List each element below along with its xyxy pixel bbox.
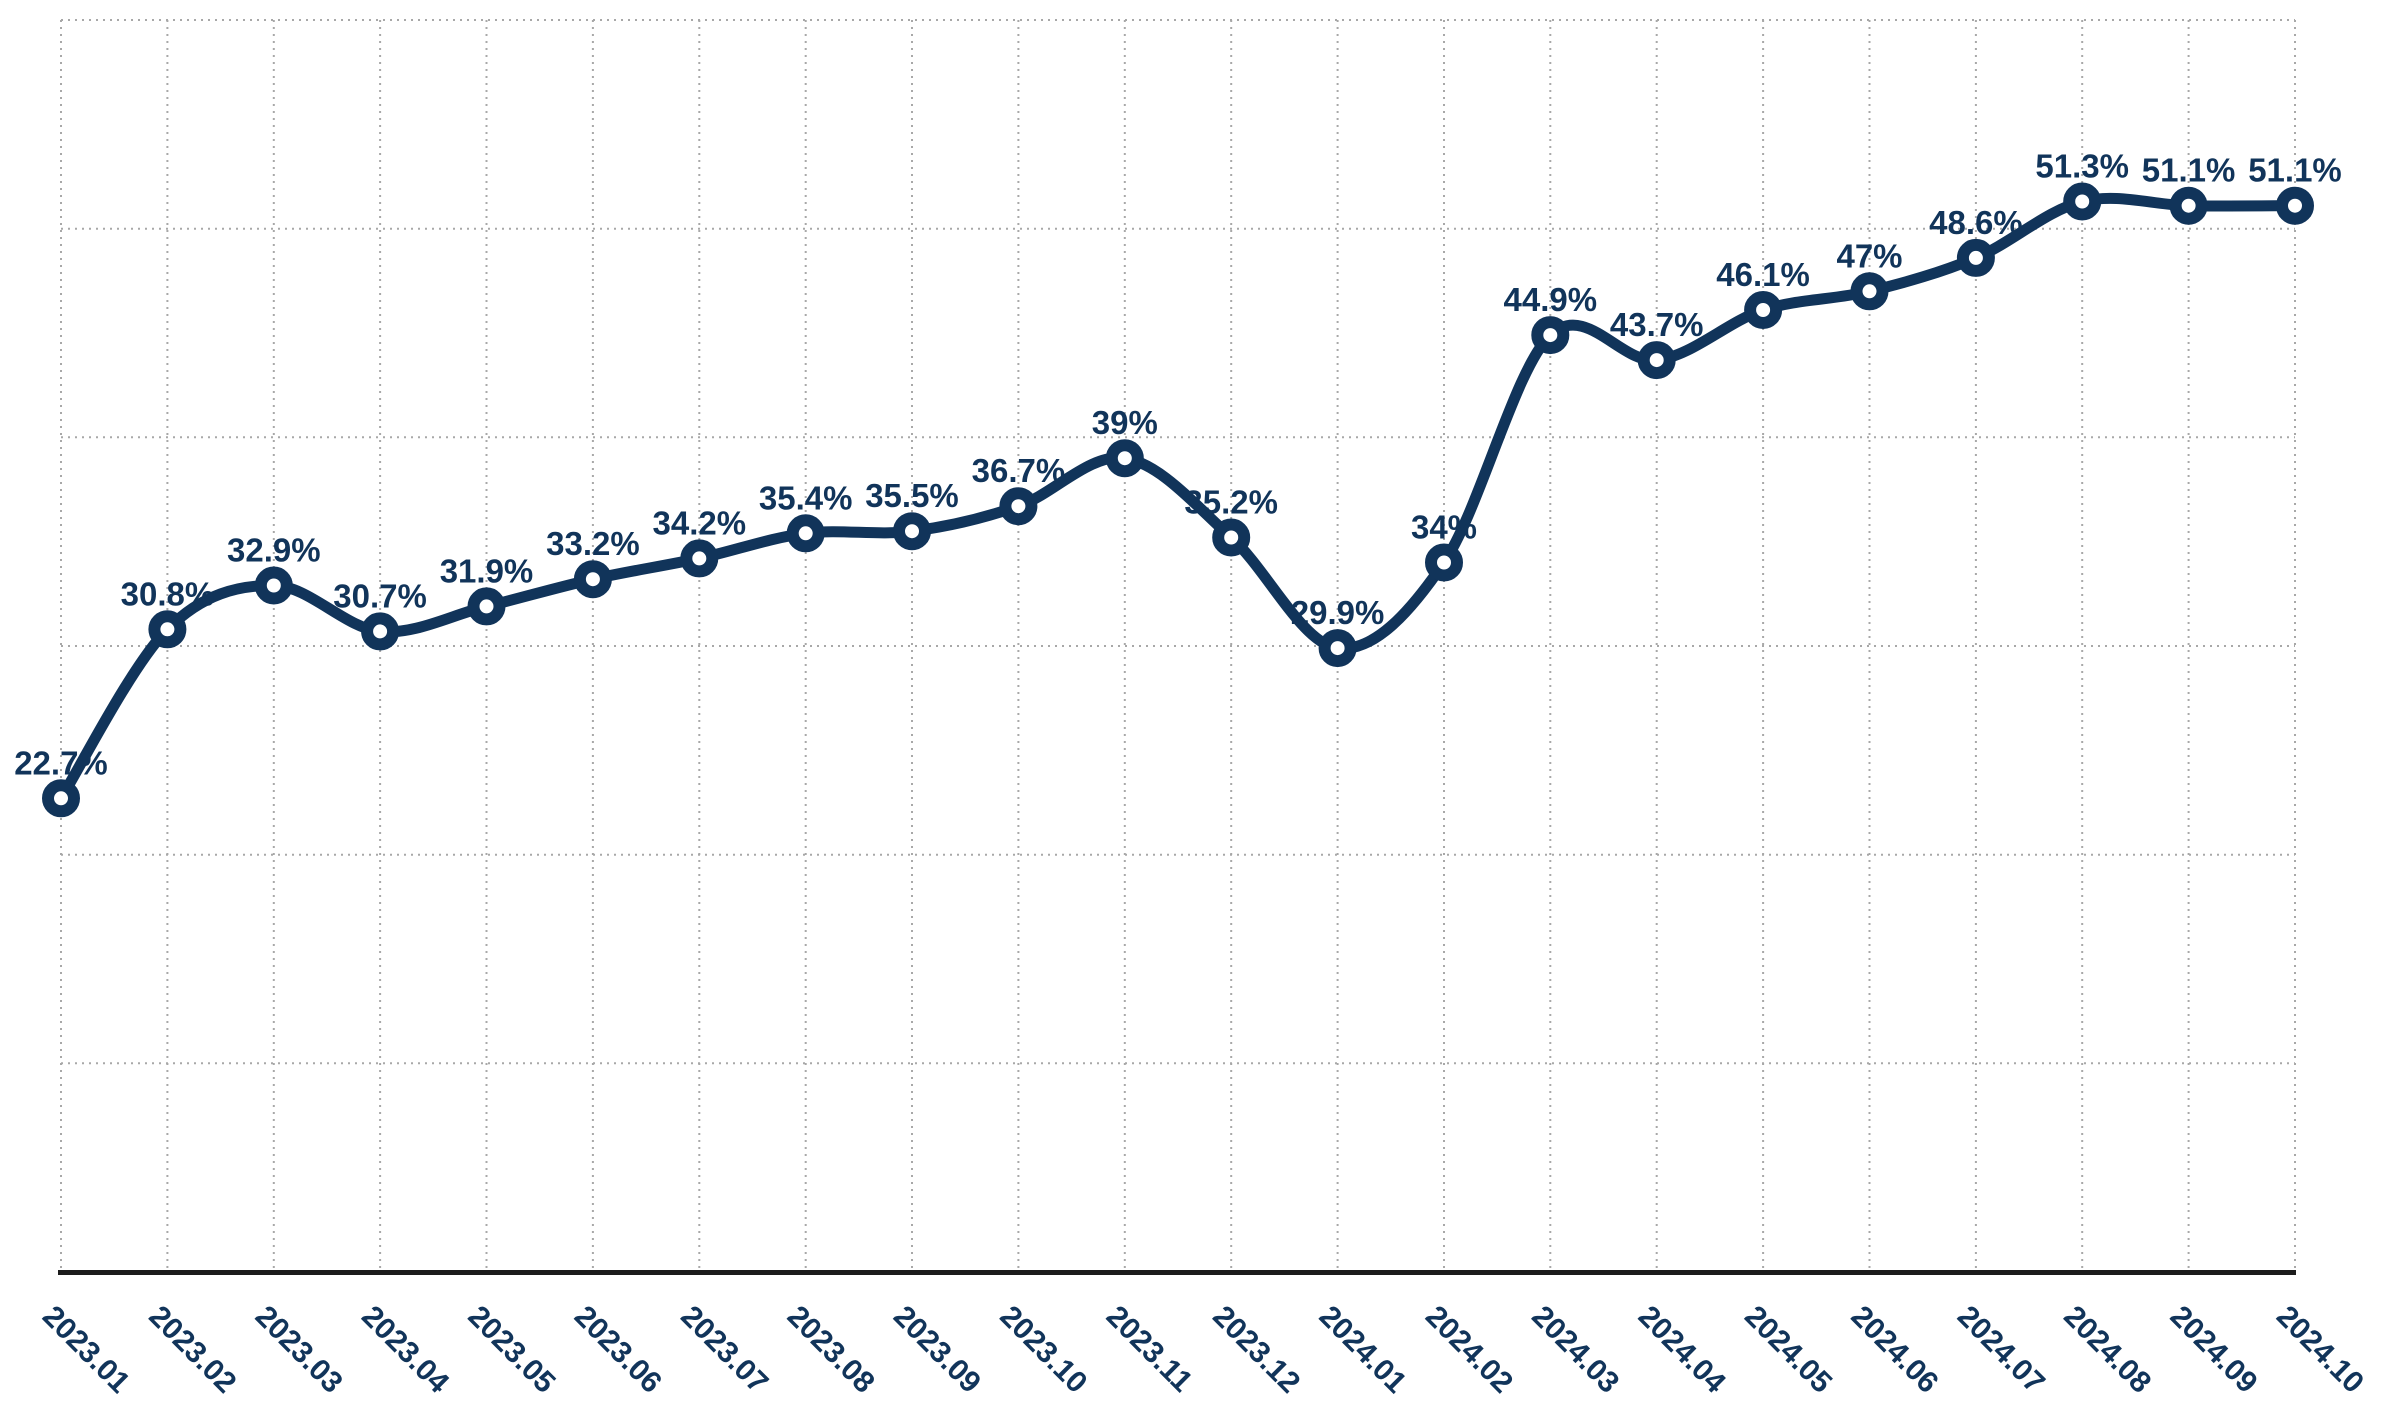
data-point-marker	[1637, 341, 1676, 380]
data-point-label: 30.7%	[333, 577, 427, 614]
data-point-marker	[1850, 272, 1889, 311]
data-points	[42, 182, 2314, 818]
data-point-marker	[1212, 518, 1251, 557]
data-point-label: 33.2%	[546, 525, 640, 562]
data-point-marker	[1425, 543, 1463, 582]
data-point-marker	[148, 610, 187, 649]
x-tick-label: 2023.06	[568, 1300, 668, 1400]
data-point-marker	[1318, 629, 1357, 668]
x-tick-label: 2024.06	[1845, 1300, 1945, 1400]
data-point-marker	[2169, 186, 2208, 225]
data-point-marker	[680, 539, 719, 578]
data-point-label: 44.9%	[1504, 281, 1598, 318]
data-point-label: 29.9%	[1291, 594, 1385, 631]
data-point-marker	[1744, 291, 1783, 329]
data-point-marker	[786, 514, 825, 553]
data-point-label: 46.1%	[1716, 256, 1810, 293]
x-tick-label: 2023.10	[993, 1300, 1093, 1400]
data-point-marker	[254, 566, 293, 605]
data-point-marker	[467, 587, 506, 626]
x-tick-label: 2023.07	[674, 1300, 774, 1400]
x-axis-tick-labels: 2023.01 2023.02 2023.03 2023.04 2023.05 2023.…	[36, 1300, 2370, 1400]
x-tick-label: 2023.05	[462, 1300, 562, 1400]
data-point-label: 39%	[1092, 404, 1158, 441]
data-point-labels: 22.7% 30.8% 32.9% 30.7% 31.9% 33.2% 34.2% 35.4%…	[14, 148, 2342, 782]
x-tick-label: 2024.03	[1525, 1300, 1625, 1400]
data-point-label: 51.3%	[2035, 148, 2129, 185]
data-point-label: 35.2%	[1184, 484, 1278, 521]
x-tick-label: 2023.12	[1206, 1300, 1306, 1400]
data-point-marker	[893, 512, 931, 551]
data-point-label: 51.1%	[2142, 152, 2236, 189]
x-tick-label: 2023.01	[36, 1300, 136, 1400]
series-line	[55, 192, 2301, 804]
x-tick-label: 2024.08	[2057, 1300, 2157, 1400]
data-point-marker	[999, 487, 1038, 526]
x-tick-label: 2023.11	[1100, 1300, 1199, 1399]
data-point-label: 30.8%	[121, 575, 215, 612]
data-point-marker	[2063, 182, 2102, 221]
x-tick-label: 2023.03	[249, 1300, 349, 1400]
x-tick-label: 2024.02	[1419, 1300, 1519, 1400]
x-tick-label: 2024.01	[1313, 1300, 1413, 1400]
data-point-label: 36.7%	[972, 452, 1066, 489]
x-tick-label: 2023.08	[781, 1300, 881, 1400]
data-point-label: 22.7%	[14, 744, 108, 781]
data-point-marker	[573, 560, 612, 599]
horizontal-gridlines	[61, 19, 2295, 1065]
x-tick-label: 2023.02	[142, 1300, 242, 1400]
x-tick-label: 2023.09	[887, 1300, 987, 1400]
data-point-label: 35.5%	[865, 477, 959, 514]
data-point-label: 51.1%	[2248, 152, 2342, 189]
x-tick-label: 2024.04	[1632, 1300, 1732, 1400]
data-point-marker	[361, 612, 400, 651]
data-point-marker	[1105, 439, 1144, 478]
data-point-marker	[1956, 238, 1995, 277]
data-point-marker	[1531, 316, 1570, 355]
data-point-marker	[42, 779, 80, 818]
data-point-label: 34.2%	[653, 504, 747, 541]
x-tick-label: 2023.04	[355, 1300, 455, 1400]
data-point-label: 43.7%	[1610, 306, 1704, 343]
x-tick-label: 2024.05	[1738, 1300, 1838, 1400]
data-point-label: 31.9%	[440, 552, 534, 589]
x-tick-label: 2024.07	[1951, 1300, 2051, 1400]
data-point-label: 48.6%	[1929, 204, 2023, 241]
data-point-marker	[2276, 186, 2314, 225]
data-point-label: 32.9%	[227, 532, 321, 569]
x-tick-label: 2024.10	[2270, 1300, 2370, 1400]
data-point-label: 47%	[1836, 237, 1902, 274]
x-tick-label: 2024.09	[2164, 1300, 2264, 1400]
data-point-label: 34%	[1411, 509, 1477, 546]
data-point-label: 35.4%	[759, 479, 853, 516]
